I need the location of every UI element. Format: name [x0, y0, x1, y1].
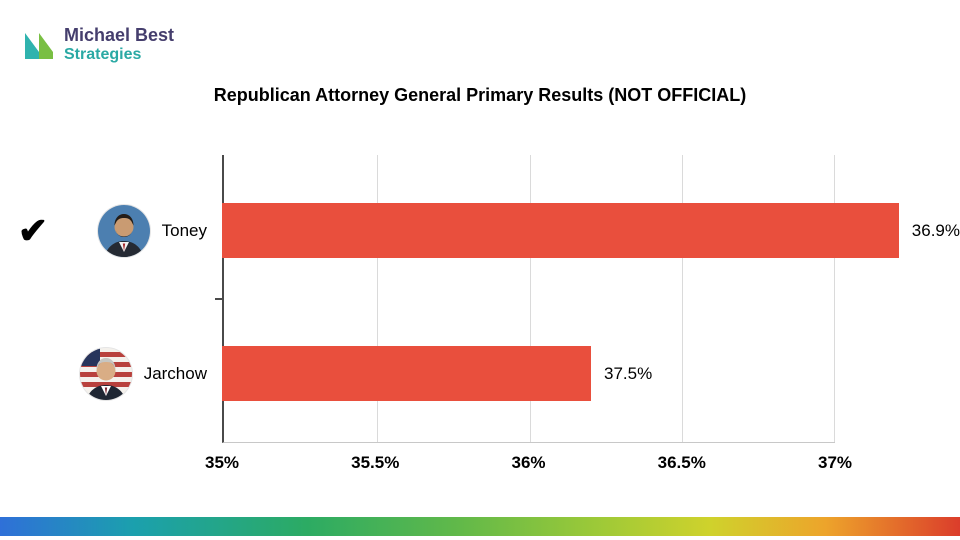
bar-value-label: 37.5% [604, 363, 653, 383]
bar-area-toney: 36.9% [222, 196, 960, 265]
chart-row-toney: ✔ Toney 36.9% [0, 196, 960, 265]
logo-line2: Strategies [64, 45, 142, 63]
candidate-label-jarchow: Jarchow [66, 347, 222, 400]
candidate-name: Toney [161, 220, 207, 240]
candidate-name: Jarchow [143, 363, 207, 383]
toney-portrait-graphic [97, 204, 150, 257]
gridline [376, 155, 378, 442]
footer-gradient-bar [0, 517, 960, 536]
winner-checkmark-icon: ✔ [17, 209, 49, 251]
candidate-label-toney: Toney [66, 204, 222, 257]
chart-row-jarchow: Jarchow 37.5% [0, 339, 960, 408]
x-tick-label: 36.5% [657, 453, 706, 472]
logo-line1: Michael Best [64, 25, 175, 45]
gridline [834, 155, 835, 442]
x-tick-label: 37% [817, 453, 853, 472]
page-title: Republican Attorney General Primary Resu… [213, 85, 747, 105]
bar-toney [222, 203, 899, 258]
bar-area-jarchow: 37.5% [222, 339, 960, 408]
chart-plot-area [222, 155, 835, 443]
y-axis-tick [215, 298, 222, 300]
gridline [529, 155, 531, 442]
x-tick-label: 35% [204, 453, 240, 472]
logo-text: Michael Best Strategies [64, 25, 175, 63]
gridline [682, 155, 684, 442]
logo: Michael Best Strategies [22, 25, 175, 63]
jarchow-portrait-graphic [79, 347, 132, 400]
x-tick-label: 36% [511, 453, 546, 472]
jarchow-photo [79, 347, 132, 400]
toney-photo [97, 204, 150, 257]
bar-jarchow [222, 346, 591, 401]
bar-value-label: 36.9% [911, 220, 960, 240]
michael-best-logo-icon [25, 32, 53, 59]
x-axis-labels: 35% 35.5% 36% 36.5% 37% [205, 453, 852, 475]
x-tick-label: 35.5% [351, 453, 400, 472]
